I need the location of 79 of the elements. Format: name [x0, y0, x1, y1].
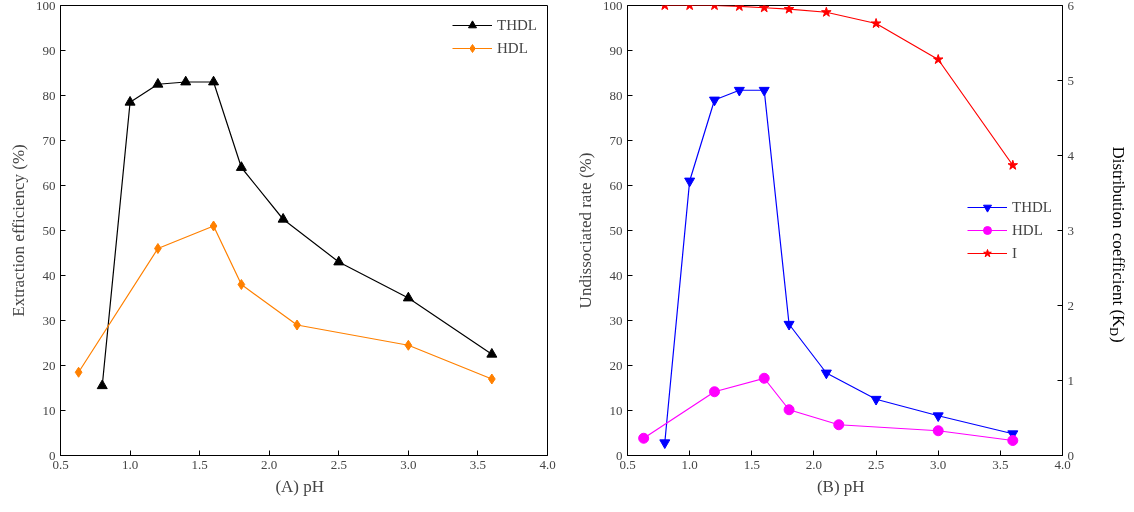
legend-label: I [1012, 244, 1018, 262]
point [74, 366, 83, 378]
y-tick-label: 30 [609, 312, 623, 328]
x-tick-label: 1.5 [743, 456, 760, 472]
point [758, 86, 770, 97]
x-tick-label: 3.5 [992, 456, 1009, 472]
point [932, 425, 944, 437]
point [486, 347, 498, 358]
point [402, 291, 414, 302]
y-tick-label: 50 [42, 222, 56, 238]
y-tick-label: 90 [609, 42, 623, 58]
y-axis-title: Undissociated rate (%) [576, 152, 595, 309]
point [180, 75, 192, 86]
point [783, 404, 795, 416]
y-tick-label: 50 [609, 222, 623, 238]
x-tick-label: 2.5 [867, 456, 885, 472]
x-tick-label: 3.0 [930, 456, 947, 472]
legend-label: HDL [1012, 221, 1043, 239]
x-axis-title: (A) pH [275, 476, 325, 496]
x-tick-label: 3.0 [400, 456, 417, 472]
y2-tick-label: 4 [1067, 147, 1075, 163]
x-axis-title: (B) pH [816, 476, 865, 496]
x-tick-label: 2.0 [805, 456, 823, 472]
y-tick-label: 70 [42, 132, 56, 148]
x-tick-label: 1.5 [191, 456, 208, 472]
point [152, 77, 164, 88]
y2-tick-label: 3 [1067, 222, 1074, 238]
point [833, 419, 845, 431]
legend-label: THDL [1012, 198, 1052, 216]
y-tick-label: 70 [609, 132, 623, 148]
y-tick-label: 100 [603, 0, 623, 13]
y-tick-label: 80 [42, 87, 56, 103]
y-tick-label: 40 [609, 267, 623, 283]
point [237, 279, 246, 290]
point [733, 86, 745, 97]
legend-label: THDL [497, 16, 537, 34]
point [659, 439, 671, 450]
y-tick-label: 60 [609, 177, 623, 193]
point [154, 243, 162, 254]
point [404, 339, 413, 351]
y-tick-label: 60 [42, 177, 56, 193]
y-tick-label: 20 [609, 357, 623, 373]
point [709, 96, 720, 107]
y-tick-label: 100 [36, 0, 56, 13]
point [783, 320, 795, 331]
point [235, 161, 247, 171]
legend-label: HDL [497, 39, 528, 57]
point [209, 220, 218, 232]
y-tick-label: 10 [42, 402, 56, 418]
point [96, 379, 108, 390]
point [333, 255, 345, 266]
y-tick-label: 40 [42, 267, 56, 283]
y2-tick-label: 1 [1067, 372, 1074, 388]
y-tick-label: 30 [42, 312, 56, 328]
x-tick-label: 2.0 [261, 456, 278, 472]
point [124, 95, 136, 106]
x-tick-label: 1.0 [681, 456, 698, 472]
y2-tick-label: 5 [1067, 72, 1074, 88]
point [684, 177, 696, 188]
point [638, 432, 650, 444]
y-tick-label: 10 [609, 402, 623, 418]
x-tick-label: 3.5 [469, 456, 487, 472]
point [932, 412, 944, 423]
y-axis-title: Extraction efficiency (%) [9, 144, 28, 317]
point [1007, 435, 1019, 446]
point [820, 369, 832, 380]
y-tick-label: 80 [609, 87, 623, 103]
point [208, 75, 220, 86]
x-tick-label: 4.0 [539, 456, 556, 472]
point [870, 395, 882, 406]
x-tick-label: 1.0 [121, 456, 139, 472]
x-tick-label: 2.5 [330, 456, 347, 472]
y-tick-label: 90 [42, 42, 56, 58]
y2-tick-label: 2 [1067, 297, 1074, 313]
point [277, 212, 289, 223]
point [758, 372, 770, 384]
y-tick-label: 20 [42, 357, 56, 373]
y2-tick-label: 6 [1067, 0, 1075, 13]
point [709, 386, 720, 398]
